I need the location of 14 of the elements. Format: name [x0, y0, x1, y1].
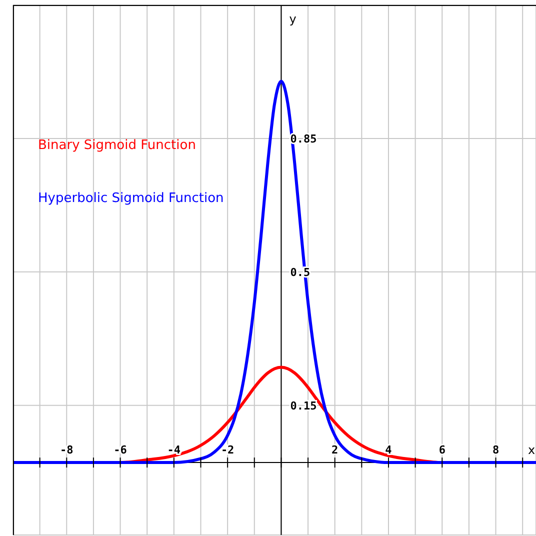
y-tick-label: 0.15: [290, 399, 317, 412]
x-tick-label: -2: [220, 444, 234, 457]
y-axis-title: y: [289, 12, 296, 26]
x-axis-title: x: [528, 442, 536, 457]
x-tick-label: 2: [332, 444, 338, 457]
x-tick-label: 8: [492, 444, 500, 457]
x-tick-label: 4: [385, 444, 392, 457]
x-tick-label: -4: [167, 444, 181, 457]
line-series: [13, 80, 536, 464]
x-tick-label: -8: [60, 444, 74, 457]
text: Binary Sigmoid Function: [38, 138, 196, 153]
x-tick-label: 6: [438, 444, 446, 457]
text: Hyperbolic Sigmoid Function: [38, 191, 224, 206]
x-tick-label: -6: [114, 444, 128, 457]
